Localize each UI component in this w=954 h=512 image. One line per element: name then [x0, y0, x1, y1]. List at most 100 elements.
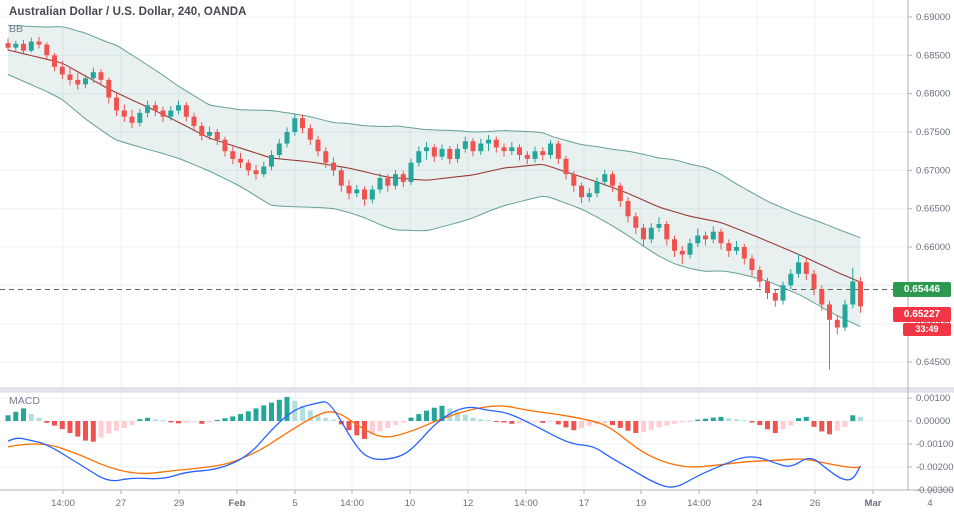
candle-body: [594, 181, 600, 194]
candle-body: [269, 155, 274, 167]
macd-hist-bar: [780, 421, 786, 430]
macd-hist-bar: [749, 421, 755, 423]
macd-hist-bar: [772, 421, 778, 433]
macd-pane[interactable]: [0, 392, 908, 490]
candle-body: [610, 174, 615, 186]
candle-body: [834, 319, 840, 328]
macd-hist-bar: [67, 421, 73, 433]
candle-body: [819, 289, 825, 305]
time-tick-label: 24: [752, 498, 763, 509]
macd-hist-bar: [160, 420, 166, 422]
macd-hist-bar: [486, 420, 491, 422]
marked-price-badge: 0.65446: [893, 281, 951, 297]
candle-body: [214, 132, 220, 140]
candle-body: [842, 304, 848, 328]
candle-body: [207, 132, 212, 136]
time-tick-label: 27: [116, 498, 127, 509]
macd-hist-bar: [788, 421, 794, 426]
macd-hist-bar: [424, 410, 429, 421]
candle-body: [183, 105, 189, 117]
candle-body: [28, 41, 34, 51]
candle-body: [586, 193, 592, 198]
candle-body: [656, 224, 662, 228]
candle-body: [501, 147, 507, 152]
macd-hist-bar: [346, 421, 352, 431]
bb-lower-line: [7, 74, 861, 328]
candle-body: [152, 105, 158, 111]
candle-body: [648, 227, 654, 240]
macd-hist-bar: [679, 421, 685, 423]
macd-hist-bar: [462, 414, 468, 421]
macd-hist-bar: [222, 418, 228, 421]
candle-body: [36, 41, 42, 45]
candle-body: [695, 235, 701, 244]
candle-body: [261, 166, 267, 175]
last-price-badge: 0.65227: [893, 307, 951, 323]
candle-body: [377, 178, 383, 190]
macd-hist-bar: [695, 419, 701, 421]
macd-hist-bar: [416, 414, 422, 421]
candle-body: [548, 143, 553, 155]
time-tick-label: 29: [174, 498, 185, 509]
macd-hist-bar: [447, 408, 453, 421]
candle-body: [493, 139, 499, 148]
symbol-title[interactable]: Australian Dollar / U.S. Dollar, 240, OA…: [9, 6, 247, 18]
macd-hist-bar: [300, 405, 305, 421]
candle-body: [323, 151, 329, 163]
macd-hist-bar: [230, 416, 236, 421]
price-tick-label: -0.00200: [916, 462, 954, 473]
macd-hist-bar: [842, 421, 848, 427]
macd-indicator-label[interactable]: MACD: [9, 395, 40, 407]
candle-body: [145, 105, 150, 113]
bb-fill: [8, 25, 861, 327]
candle-body: [393, 174, 398, 186]
candle-body: [137, 112, 143, 123]
macd-hist-bar: [819, 421, 825, 432]
time-tick-label: 5: [292, 498, 297, 509]
candle-body: [121, 110, 127, 117]
candles-layer: [5, 36, 863, 370]
candle-body: [602, 174, 608, 182]
candle-body: [338, 170, 344, 186]
macd-hist-bar: [555, 421, 561, 425]
candle-body: [83, 78, 88, 85]
macd-hist-bar: [269, 402, 274, 421]
candle-body: [44, 44, 50, 56]
macd-hist-bar: [207, 421, 212, 423]
candle-body: [788, 273, 794, 286]
macd-hist-bar: [253, 408, 259, 421]
price-tick-label: -0.00300: [916, 485, 954, 496]
pane-separator[interactable]: [0, 388, 954, 392]
macd-hist-bar: [571, 421, 577, 431]
time-tick-label: Feb: [229, 498, 246, 509]
candle-body: [253, 170, 259, 175]
macd-hist-bar: [455, 411, 460, 421]
candle-body: [439, 148, 445, 157]
macd-hist-bar: [765, 421, 770, 430]
candle-body: [98, 72, 104, 80]
candle-body: [59, 66, 65, 75]
bb-indicator-label[interactable]: BB: [9, 23, 24, 35]
candle-body: [106, 79, 112, 98]
macd-hist-bar: [152, 419, 158, 421]
candle-body: [726, 243, 732, 251]
macd-hist-bar: [610, 421, 615, 426]
candle-body: [850, 281, 856, 305]
macd-hist-bar: [858, 416, 863, 421]
candle-body: [757, 270, 763, 282]
candle-body: [796, 262, 801, 274]
candle-body: [710, 231, 716, 240]
macd-hist-bar: [493, 421, 499, 422]
candle-body: [749, 258, 755, 270]
time-axis[interactable]: 14:00 27 29 Feb 5 14:00 10 12 14:00 17 19 14:00 24 26…: [51, 490, 933, 509]
bb-upper-line: [7, 24, 861, 239]
macd-hist-bar: [121, 421, 127, 428]
macd-hist-bar: [385, 421, 391, 428]
macd-hist-bar: [579, 421, 584, 429]
candle-body: [734, 247, 739, 251]
macd-hist-bar: [850, 415, 856, 422]
macd-line: [7, 401, 862, 488]
candle-body: [346, 185, 352, 194]
